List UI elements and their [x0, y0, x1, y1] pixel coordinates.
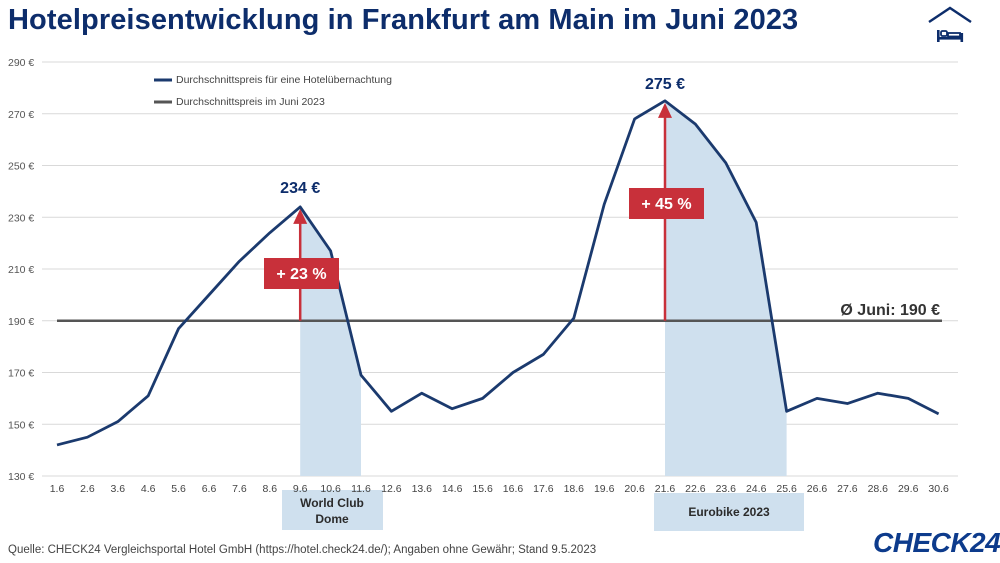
- y-tick-label: 290 €: [8, 57, 34, 69]
- increase-label-1: + 23 %: [276, 266, 326, 283]
- increase-badge: [629, 188, 704, 219]
- event-label-eurobike: Eurobike 2023: [688, 505, 770, 519]
- price-line: [56, 99, 940, 447]
- y-tick-label: 270 €: [8, 109, 34, 121]
- increase-badge: [264, 258, 339, 289]
- x-tick-label: 12.6: [381, 483, 402, 495]
- average-label: Ø Juni: 190 €: [840, 302, 940, 319]
- source-note: Quelle: CHECK24 Vergleichsportal Hotel G…: [8, 544, 597, 556]
- x-tick-label: 9.6: [293, 483, 308, 495]
- x-tick-label: 14.6: [442, 483, 463, 495]
- increase-arrow-head: [293, 208, 308, 224]
- x-tick-label: 22.6: [685, 483, 706, 495]
- legend-label-price: Durchschnittspreis für eine Hotelübernac…: [176, 74, 392, 86]
- x-tick-label: 26.6: [807, 483, 828, 495]
- event-label-box: [282, 490, 383, 530]
- x-tick-label: 24.6: [746, 483, 767, 495]
- x-tick-label: 29.6: [898, 483, 919, 495]
- x-tick-label: 27.6: [837, 483, 858, 495]
- x-tick-label: 13.6: [412, 483, 433, 495]
- bed-icon: [928, 6, 972, 42]
- x-tick-label: 15.6: [472, 483, 493, 495]
- legend-label-average: Durchschnittspreis im Juni 2023: [176, 96, 325, 108]
- y-tick-label: 210 €: [8, 264, 34, 276]
- increase-arrow-head: [658, 102, 672, 118]
- event-label-dome: Dome: [315, 512, 349, 526]
- y-tick-label: 130 €: [8, 471, 34, 483]
- peak-value-label: 275 €: [645, 76, 685, 93]
- y-tick-label: 190 €: [8, 316, 34, 328]
- x-tick-label: 4.6: [141, 483, 156, 495]
- peak-value-label: 234 €: [280, 180, 320, 197]
- y-tick-label: 230 €: [8, 212, 34, 224]
- event-label-box: [654, 493, 804, 531]
- event-area-eurobike: [665, 100, 787, 476]
- x-tick-label: 18.6: [564, 483, 585, 495]
- x-tick-label: 17.6: [533, 483, 554, 495]
- x-tick-label: 5.6: [171, 483, 186, 495]
- chart-title: Hotelpreisentwicklung in Frankfurt am Ma…: [8, 4, 799, 36]
- y-tick-label: 170 €: [8, 368, 34, 380]
- y-tick-label: 150 €: [8, 419, 34, 431]
- y-tick-label: 250 €: [8, 161, 34, 173]
- x-tick-label: 11.6: [351, 483, 371, 495]
- x-tick-label: 20.6: [624, 483, 645, 495]
- x-tick-label: 3.6: [110, 483, 125, 495]
- x-tick-label: 21.6: [655, 483, 676, 495]
- x-tick-label: 25.6: [776, 483, 797, 495]
- x-tick-label: 23.6: [716, 483, 737, 495]
- increase-label-2: + 45 %: [641, 196, 691, 213]
- check24-logo: CHECK24: [873, 527, 1000, 558]
- x-tick-label: 30.6: [928, 483, 949, 495]
- event-label-world-club: World Club: [300, 496, 364, 510]
- x-tick-label: 28.6: [868, 483, 889, 495]
- x-tick-label: 7.6: [232, 483, 247, 495]
- x-tick-label: 2.6: [80, 483, 95, 495]
- x-tick-label: 6.6: [202, 483, 217, 495]
- x-tick-label: 1.6: [50, 483, 65, 495]
- x-tick-label: 8.6: [262, 483, 277, 495]
- x-tick-label: 19.6: [594, 483, 615, 495]
- x-tick-label: 10.6: [320, 483, 341, 495]
- x-tick-label: 16.6: [503, 483, 524, 495]
